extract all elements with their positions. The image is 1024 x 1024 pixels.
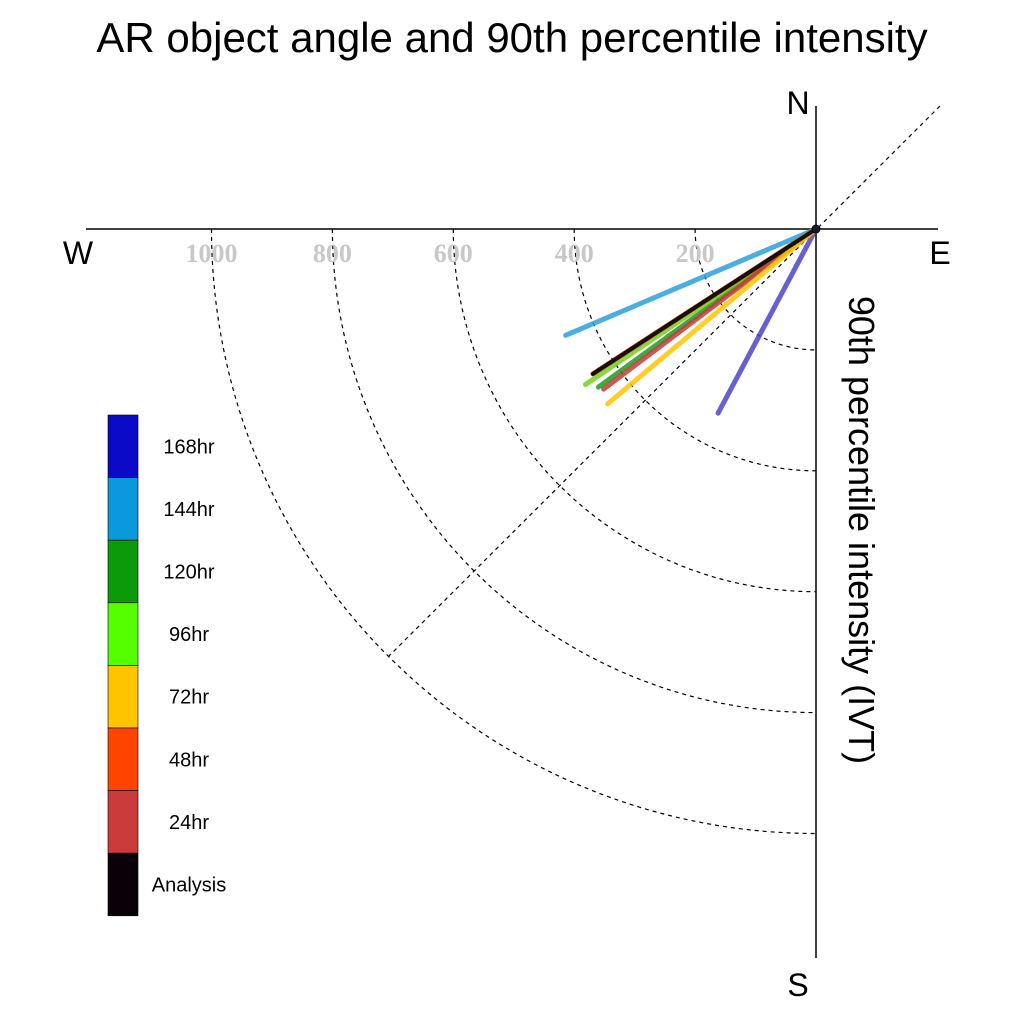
series-line-analysis	[590, 227, 818, 376]
legend-label-96hr: 96hr	[169, 624, 209, 646]
legend-swatch-96hr	[107, 602, 139, 666]
series-line-168hr	[715, 226, 819, 416]
legend-label-120hr: 120hr	[163, 562, 214, 584]
radial-tick-label-800: 800	[313, 239, 352, 268]
legend-swatch-24hr	[107, 790, 139, 854]
series-layer	[563, 224, 821, 416]
legend-swatch-72hr	[107, 665, 139, 729]
legend-swatch-analysis	[107, 852, 139, 917]
legend-swatch-144hr	[107, 477, 139, 541]
radial-tick-label-600: 600	[434, 239, 473, 268]
axis-layer	[86, 106, 938, 958]
legend-label-144hr: 144hr	[163, 499, 214, 521]
grid-arc-200	[694, 228, 817, 351]
legend-label-48hr: 48hr	[169, 749, 209, 771]
legend-label-72hr: 72hr	[169, 687, 209, 709]
diagonal-reference-line	[388, 105, 941, 657]
legend-label-analysis: Analysis	[152, 875, 226, 897]
radial-axis-title: 90th percentile intensity (IVT)	[841, 296, 882, 764]
grid-layer	[210, 105, 941, 835]
radial-tick-label-400: 400	[555, 239, 594, 268]
origin-marker	[811, 224, 821, 234]
legend-swatch-168hr	[107, 414, 139, 478]
compass-south: S	[787, 967, 808, 1003]
radial-tick-labels: 200 400 600 800 1000	[186, 239, 715, 268]
legend-label-24hr: 24hr	[169, 812, 209, 834]
legend-swatch-48hr	[107, 727, 139, 791]
legend-swatch-120hr	[107, 539, 139, 604]
compass-west: W	[63, 235, 94, 271]
legend: 168hr 144hr 120hr 96hr 72hr 48hr 24hr Analysis	[107, 414, 226, 917]
radial-tick-label-1000: 1000	[186, 239, 238, 268]
compass-north: N	[786, 85, 809, 121]
series-line-144hr	[563, 226, 819, 338]
radial-tick-label-200: 200	[676, 239, 715, 268]
compass-east: E	[929, 235, 950, 271]
legend-label-168hr: 168hr	[163, 436, 214, 458]
series-line-72hr	[605, 226, 819, 407]
chart-title: AR object angle and 90th percentile inte…	[96, 14, 928, 61]
